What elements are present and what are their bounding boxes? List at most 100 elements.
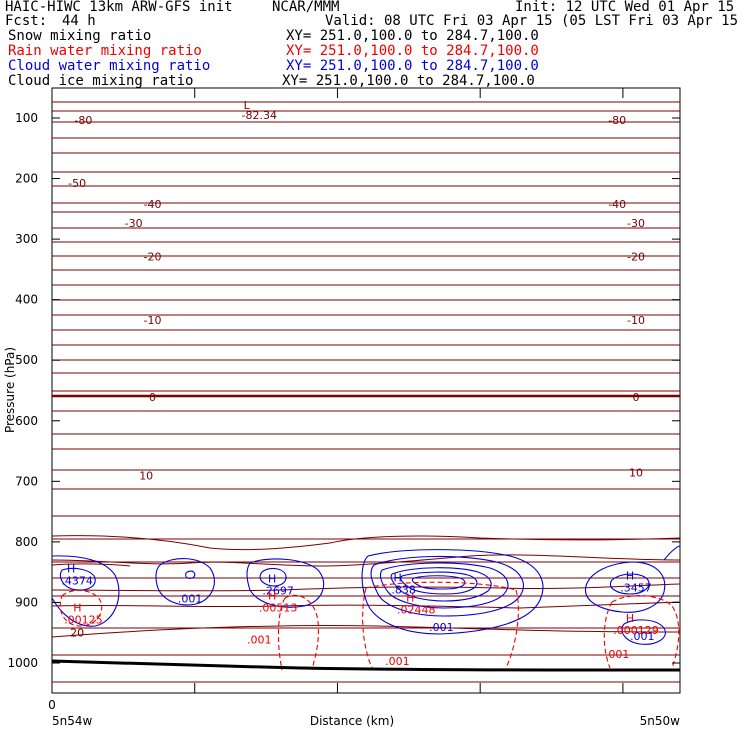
isotherm-line — [51, 563, 131, 567]
x-axis-title: Distance (km) — [310, 714, 394, 728]
cloud-water-contour — [370, 555, 524, 617]
cloud-water-contour — [663, 545, 681, 561]
isotherm-label: 10 — [629, 466, 643, 479]
maximum-marker: H — [626, 612, 634, 625]
maximum-marker: H — [67, 562, 75, 575]
y-tick-label: 200 — [15, 172, 38, 186]
field-rain-name: Rain water mixing ratio — [8, 43, 202, 59]
isotherm-label: -82.34 — [242, 109, 277, 122]
cloud-water-contour — [411, 575, 466, 590]
model-title: HAIC-HIWC 13km ARW-GFS init — [5, 0, 233, 15]
isotherm-line — [51, 535, 681, 551]
cloud-maximum-label: .838 — [391, 583, 416, 596]
isotherm-label: -20 — [143, 250, 161, 263]
y-tick-label: 300 — [15, 232, 38, 246]
cloud-water-contour — [185, 570, 196, 579]
field-cloud-xy: XY= 251.0,100.0 to 284.7,100.0 — [286, 58, 539, 74]
isotherm-label: L — [244, 99, 251, 112]
rain-maximum-label: .000129 — [613, 624, 659, 637]
rain-maximum-label: .001 — [247, 634, 272, 647]
isotherm-label: -10 — [143, 314, 161, 327]
isotherm-label: 0 — [633, 391, 640, 404]
terrain-surface — [51, 659, 681, 672]
isotherm-label: -30 — [125, 217, 143, 230]
cloud-water-contour — [59, 567, 96, 591]
rain-maximum-label: .001 — [605, 648, 630, 661]
init-time: Init: 12 UTC Wed 01 Apr 15 — [515, 0, 735, 15]
y-tick-label: 1000 — [7, 656, 38, 670]
rain-water-contour — [505, 589, 519, 669]
cloud-water-contour — [259, 567, 287, 587]
cloud-maximum-label: .2697 — [262, 585, 294, 598]
isotherm-line — [51, 601, 681, 609]
valid-time: Valid: 08 UTC Fri 03 Apr 15 (05 LST Fri … — [325, 13, 740, 29]
maximum-marker: H — [73, 602, 81, 615]
isotherm-label: -40 — [143, 198, 161, 211]
cloud-maximum-label: .001 — [630, 630, 655, 643]
field-snow-xy: XY= 251.0,100.0 to 284.7,100.0 — [286, 28, 539, 44]
isotherm-label: 20 — [70, 626, 84, 639]
isotherm-label: -10 — [627, 314, 645, 327]
y-tick-label: 600 — [15, 414, 38, 428]
y-tick-label: 100 — [15, 111, 38, 125]
x-left-location: 5n54w — [52, 714, 93, 728]
rain-water-contour — [362, 587, 373, 669]
x-right-location: 5n50w — [640, 714, 681, 728]
isotherm-label: -50 — [68, 177, 86, 190]
cloud-water-contour — [390, 567, 492, 602]
y-tick-label: 500 — [15, 353, 38, 367]
isotherm-line — [51, 554, 681, 567]
maximum-marker: H — [406, 591, 414, 604]
field-rain-xy: XY= 251.0,100.0 to 284.7,100.0 — [286, 43, 539, 59]
cloud-maximum-label: .3457 — [620, 582, 652, 595]
field-ice-xy: XY= 251.0,100.0 to 284.7,100.0 — [282, 73, 535, 89]
isotherm-label: 10 — [139, 470, 153, 483]
y-tick-label: 700 — [15, 474, 38, 488]
rain-water-contour — [284, 594, 319, 671]
rain-water-contour — [603, 601, 613, 669]
cloud-water-contour — [585, 561, 666, 613]
maximum-marker: H — [268, 573, 276, 586]
isotherm-line — [51, 624, 681, 638]
center-label: NCAR/MMM — [272, 0, 340, 15]
cloud-water-contour — [621, 619, 666, 645]
cloud-water-contour — [379, 562, 509, 609]
cloud-maximum-label: .001 — [178, 592, 203, 605]
rain-maximum-label: .02448 — [397, 603, 436, 616]
maximum-marker: H — [394, 571, 402, 584]
cloud-maximum-label: .001 — [429, 621, 454, 634]
isotherm-label: -30 — [627, 217, 645, 230]
fcst-label: Fcst: — [5, 13, 48, 29]
isotherm-label: 0 — [149, 391, 156, 404]
maximum-marker: H — [626, 570, 634, 583]
maximum-marker: H — [268, 590, 276, 603]
x-tick-zero: 0 — [48, 698, 56, 712]
cloud-maximum-label: .4374 — [61, 574, 93, 587]
rain-water-contour — [59, 589, 103, 627]
y-tick-label: 400 — [15, 293, 38, 307]
isotherm-label: -80 — [608, 114, 626, 127]
field-snow-name: Snow mixing ratio — [8, 28, 152, 44]
rain-maximum-label: .001 — [385, 655, 410, 668]
y-tick-label: 800 — [15, 535, 38, 549]
rain-maximum-label: .00125 — [64, 614, 103, 627]
y-tick-label: 900 — [15, 595, 38, 609]
rain-maximum-label: .00513 — [259, 602, 298, 615]
isotherm-label: -20 — [627, 250, 645, 263]
y-axis-title: Pressure (hPa) — [3, 347, 17, 433]
cloud-water-contour — [51, 555, 120, 627]
field-ice-name: Cloud ice mixing ratio — [8, 73, 194, 89]
rain-water-contour — [611, 595, 680, 669]
cloud-water-contour — [246, 558, 325, 608]
cloud-water-contour — [361, 549, 544, 635]
isotherm-line — [51, 583, 681, 592]
isotherm-label: -80 — [74, 114, 92, 127]
field-cloud-name: Cloud water mixing ratio — [8, 58, 211, 74]
fcst-value: 44 h — [62, 13, 96, 29]
rain-water-contour — [277, 597, 286, 671]
cloud-water-contour — [155, 558, 215, 606]
cloud-water-contour — [610, 573, 650, 595]
rain-water-contour — [365, 581, 517, 591]
cloud-water-contour — [400, 571, 478, 595]
